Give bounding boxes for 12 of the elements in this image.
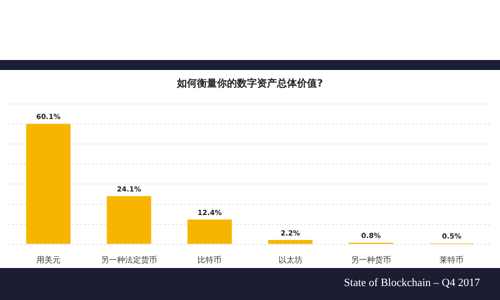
x-tick-label: 另一种法定货币 bbox=[101, 255, 157, 264]
x-tick-label: 用美元 bbox=[36, 255, 60, 264]
bar bbox=[26, 124, 71, 244]
x-tick-label: 比特币 bbox=[198, 255, 222, 264]
x-tick-label: 另一种货币 bbox=[351, 255, 391, 264]
bar bbox=[268, 240, 313, 244]
bar bbox=[187, 220, 232, 244]
footer-strip: State of Blockchain – Q4 2017 bbox=[0, 268, 500, 300]
x-tick-label: 莱特币 bbox=[440, 255, 464, 264]
x-tick-label: 以太坊 bbox=[278, 255, 302, 264]
chart-title: 如何衡量你的数字资产总体价值? bbox=[176, 78, 324, 90]
bar bbox=[106, 196, 152, 244]
